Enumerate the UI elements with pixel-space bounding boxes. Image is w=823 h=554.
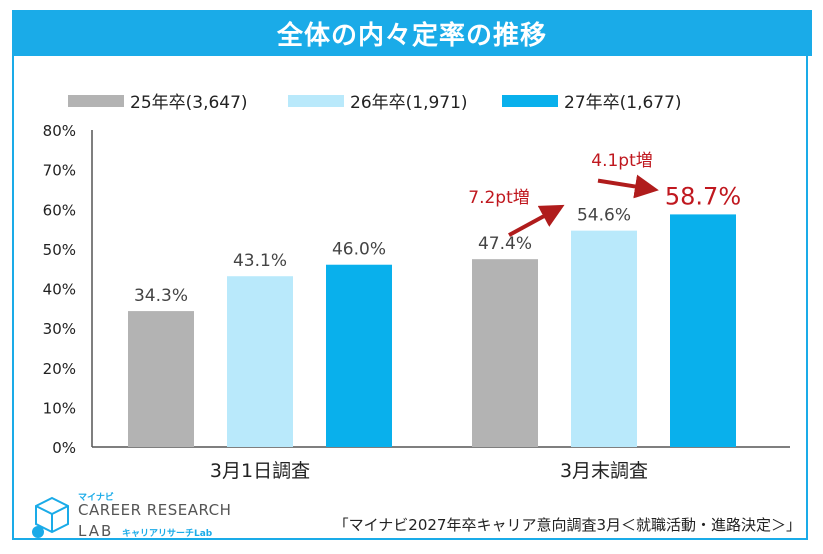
legend-swatch-26 [288, 94, 344, 107]
bar [670, 214, 736, 447]
data-label: 34.3% [134, 286, 188, 306]
data-label: 54.6% [577, 206, 631, 226]
logo-career-research: CAREER RESEARCH [78, 501, 232, 519]
logo-lab: LAB [78, 522, 114, 540]
logo-cube-icon [32, 496, 69, 538]
bar [227, 276, 293, 447]
y-tick-label: 0% [52, 439, 76, 457]
x-tick-label: 3月末調査 [560, 460, 648, 482]
data-label: 43.1% [233, 251, 287, 271]
legend-swatch-27 [502, 94, 558, 107]
y-tick-label: 60% [43, 201, 76, 219]
bar [472, 259, 538, 447]
logo-subtitle: キャリアリサーチLab [122, 529, 213, 539]
legend-item-26: 26年卒(1,971) [288, 88, 468, 113]
annotation-label: 7.2pt増 [468, 188, 530, 208]
chart-frame [12, 56, 808, 540]
logo: マイナビ CAREER RESEARCH LAB キャリアリサーチLab [30, 488, 250, 544]
legend-label-25: 25年卒(3,647) [130, 93, 248, 113]
data-label: 46.0% [332, 240, 386, 260]
y-tick-label: 50% [43, 241, 76, 259]
x-tick-label: 3月1日調査 [210, 460, 310, 482]
bar [326, 264, 392, 447]
data-label: 47.4% [478, 234, 532, 254]
legend: 25年卒(3,647) 26年卒(1,971) 27年卒(1,677) [0, 88, 823, 113]
y-tick-label: 80% [43, 122, 76, 140]
legend-swatch-25 [68, 94, 124, 107]
bar [128, 311, 194, 447]
y-tick-label: 10% [43, 399, 76, 417]
annotation-label: 4.1pt増 [591, 151, 653, 171]
legend-item-27: 27年卒(1,677) [502, 88, 682, 113]
chart-title: 全体の内々定率の推移 [12, 10, 812, 56]
source-note: 「マイナビ2027年卒キャリア意向調査3月＜就職活動・進路決定＞」 [333, 516, 801, 534]
increase-arrow [508, 204, 565, 237]
increase-arrow [597, 174, 659, 199]
data-label: 58.7% [665, 182, 741, 210]
logo-brand-small: マイナビ [78, 493, 114, 503]
legend-item-25: 25年卒(3,647) [68, 88, 248, 113]
y-tick-label: 70% [43, 162, 76, 180]
bar [571, 230, 637, 447]
y-tick-label: 30% [43, 320, 76, 338]
legend-label-26: 26年卒(1,971) [350, 93, 468, 113]
y-tick-label: 40% [43, 281, 76, 299]
legend-label-27: 27年卒(1,677) [564, 93, 682, 113]
y-tick-label: 20% [43, 360, 76, 378]
